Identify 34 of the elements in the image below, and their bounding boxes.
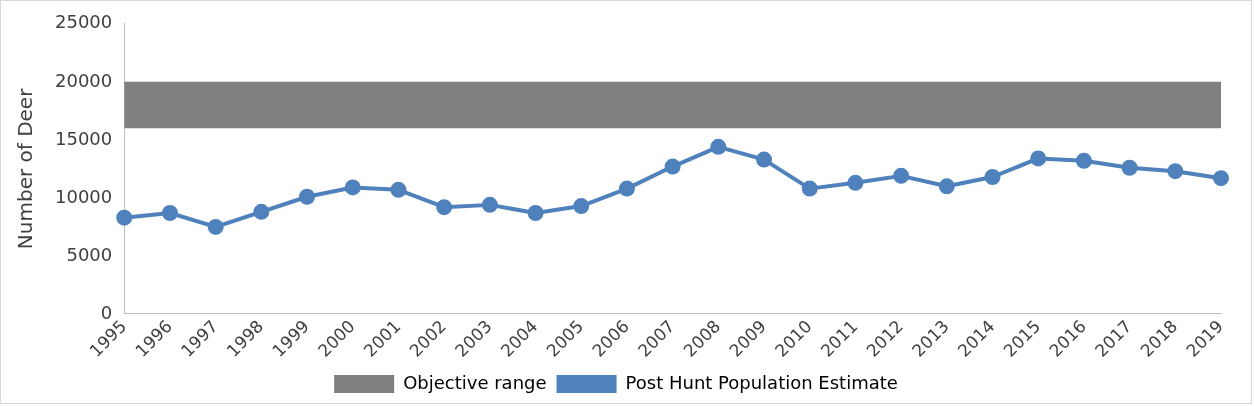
point	[299, 188, 316, 205]
point	[253, 203, 270, 220]
point	[664, 158, 681, 175]
legend-label: Post Hunt Population Estimate	[625, 371, 898, 393]
point	[893, 167, 910, 184]
y-tick-label: 15000	[55, 127, 113, 149]
point	[436, 199, 453, 216]
y-tick-label: 5000	[66, 243, 113, 265]
legend-label: Objective range	[403, 371, 547, 393]
point	[710, 138, 727, 155]
y-tick-label: 0	[100, 301, 113, 323]
point	[801, 180, 818, 197]
point	[1075, 152, 1092, 169]
point	[481, 196, 498, 213]
y-tick-label: 20000	[55, 69, 113, 91]
point	[1030, 150, 1047, 167]
point	[756, 151, 773, 168]
y-tick-label: 10000	[55, 185, 113, 207]
point	[207, 218, 224, 235]
point	[938, 178, 955, 195]
point	[390, 181, 407, 198]
point	[618, 180, 635, 197]
point	[344, 179, 361, 196]
y-axis-title: Number of Deer	[13, 87, 38, 250]
point	[984, 169, 1001, 186]
point	[1121, 159, 1138, 176]
point	[573, 198, 590, 215]
point	[161, 205, 178, 221]
point	[1167, 163, 1184, 180]
point	[527, 205, 544, 221]
point	[847, 174, 864, 191]
point	[1213, 170, 1229, 187]
y-tick-label: 25000	[55, 11, 113, 33]
point	[116, 209, 133, 226]
